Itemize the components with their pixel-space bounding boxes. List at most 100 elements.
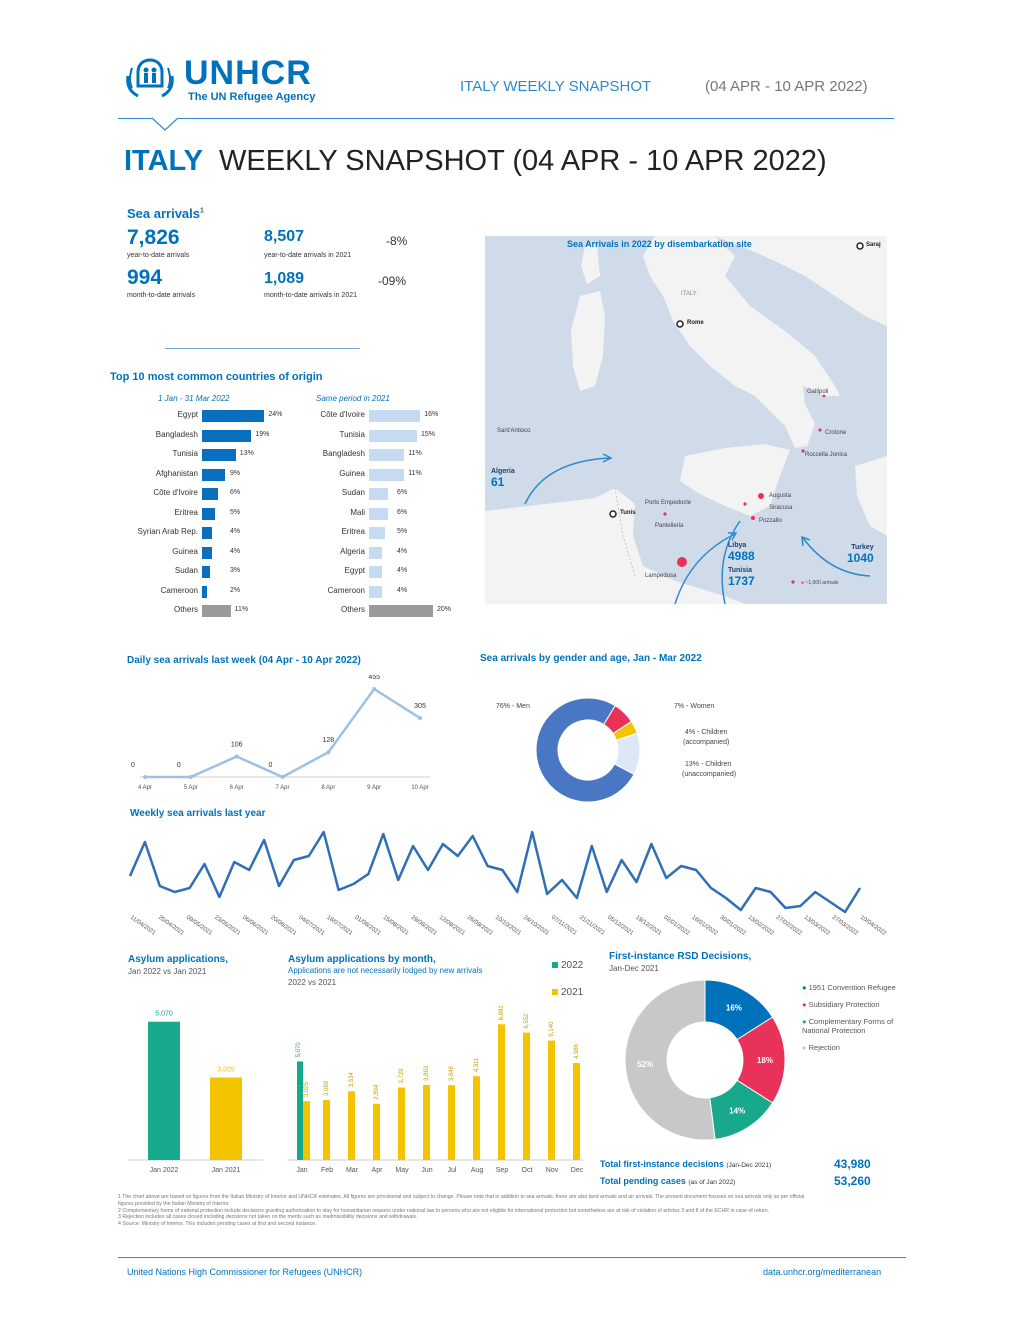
ytd2021-label: year-to-date arrivals in 2021 [264,252,352,259]
footnotes: 1 The chart above are based on figures f… [118,1194,818,1228]
rsd-subtitle: Jan-Dec 2021 [609,964,659,973]
country-bar [369,585,382,598]
rsd-slice [624,979,716,1141]
country-bar [369,605,433,617]
country-row: Afghanistan 9% [110,468,310,483]
country-bar [202,527,213,539]
country-row: Sudan 3% [110,566,310,580]
month-value-label: 3,088 [324,1080,330,1096]
country-bar [369,449,405,461]
logo-text: UNHCR [184,54,312,92]
rsd-total-row: Total first-instance decisions (Jan-Dec … [600,1159,772,1169]
weekly-tick-label: 15/08/2021 [382,915,411,938]
daily-line-chart: 0 4 Apr 0 5 Apr 106 6 Apr 0 7 Apr 128 8 Apr 455 9 A… [131,675,430,791]
arrow-tunisia [721,520,741,604]
country-bar [369,527,385,539]
daily-point [143,775,147,779]
country-bar [202,546,213,559]
arrivals-map: Sea Arrivals in 2022 by disembarkation s… [485,236,887,604]
flow-turkey: Turkey 1040 [847,544,874,565]
country-pct: 15% [421,430,436,438]
country-pct: 11% [408,469,422,477]
mtd2021-label: month-to-date arrivals in 2021 [264,292,357,299]
month-tick-label: Jun [421,1167,432,1174]
daily-tick-label: 8 Apr [321,785,335,791]
daily-value-label: 0 [177,762,181,769]
header-chevron-icon [151,117,179,131]
country-bar [202,507,215,520]
month-value-label: 3,534 [349,1072,355,1088]
unhcr-logo: UNHCR The UN Refugee Agency [122,54,332,106]
ytd-change: -8% [386,234,408,248]
asylum-month-title: Asylum applications by month, [288,954,436,965]
country-label: Mali [350,507,365,517]
asylum-month-subtitle2: 2022 vs 2021 [288,978,337,987]
daily-tick-label: 4 Apr [138,785,152,791]
weekly-tick-label: 29/08/2021 [410,915,439,938]
asylum-bar-chart: 5,070 Jan 2022 3,025 Jan 2021 [128,1011,263,1174]
map-label-augusta: Augusta [769,493,792,499]
country-pct: 11% [408,450,422,457]
map-title: Sea Arrivals in 2022 by disembarkation s… [567,239,752,249]
weekly-tick-label: 19/12/2021 [634,915,663,938]
header-divider [118,118,894,119]
country-pct: 3% [230,567,241,574]
month-tick-label: Apr [372,1167,384,1174]
map-svg [485,236,887,604]
month-value-label: 6,552 [524,1013,530,1029]
country-label: Côte d'Ivoire [320,410,365,419]
flow-libya: Libya 4988 [728,542,755,563]
asylum-value-label: 5,070 [155,1011,173,1018]
asylum-value-label: 3,025 [217,1067,235,1074]
legend-dot-icon: ● [801,580,805,586]
daily-value-label: 305 [414,703,426,710]
weekly-line-chart: 11/04/2021 25/04/2021 09/05/2021 23/05/2021… [128,830,888,938]
map-label-porto-empedocle: Porto Empedocle [645,500,692,506]
country-label: Syrian Arab Rep. [137,527,198,536]
country-bar [202,605,231,617]
month-tick-label: Nov [546,1167,559,1174]
asylum-bar [210,1077,242,1160]
country-label: Tunisia [339,429,366,439]
weekly-tick-label: 23/05/2021 [213,915,242,938]
month-bar-2021 [548,1040,555,1160]
rsd-slice-label: 16% [726,1003,742,1012]
country-row: Bangladesh 19% [110,429,310,444]
weekly-tick-label: 12/09/2021 [438,915,467,938]
mtd2021-value: 1,089 [264,270,305,287]
country-label: Cameroon [160,585,198,595]
weekly-title: Weekly sea arrivals last year [130,808,266,819]
rsd-legend: ● 1951 Convention Refugee ● Subsidiary P… [802,983,897,1052]
month-bar-2021 [303,1101,310,1160]
title-rest: WEEKLY SNAPSHOT (04 APR - 10 APR 2022) [219,145,827,177]
weekly-tick-label: 02/01/2022 [662,915,691,938]
month-value-label: 6,140 [549,1021,555,1037]
country-row: Egypt 24% [110,410,310,424]
country-label: Côte d'Ivoire [153,488,198,497]
map-label-roccella: Roccella Jonica [805,452,848,458]
map-label-sarajevo: Saraj [866,242,881,248]
month-value-label: 5,070 [296,1042,302,1058]
weekly-tick-label: 10/04/2022 [859,915,888,938]
country-bar [202,566,210,578]
map-label-rome: Rome [687,320,704,326]
country-label: Eritrea [341,527,365,536]
top10-right-chart: Côte d'Ivoire 16% Tunisia 15% Bangladesh 11% G… [280,410,470,630]
country-label: Eritrea [174,507,198,517]
mtd-value: 994 [127,266,163,289]
rsd-slice-label: 18% [757,1056,773,1065]
daily-tick-label: 5 Apr [184,785,198,791]
country-pct: 13% [239,450,254,457]
daily-value-label: 128 [322,737,334,744]
map-label-santantioco: Sant'Antioco [497,428,531,434]
month-bar-2021 [348,1091,355,1160]
country-row: Tunisia 15% [280,429,480,444]
map-label-crotone: Crotone [825,430,847,436]
weekly-tick-label: 16/01/2022 [690,915,719,938]
map-label-italy: ITALY [681,291,697,297]
daily-title: Daily sea arrivals last week (04 Apr - 1… [127,655,361,666]
footer-link[interactable]: data.unhcr.org/mediterranean [763,1267,882,1277]
weekly-tick-label: 20/06/2021 [269,915,298,938]
weekly-series-line [128,830,862,914]
country-label: Others [173,605,198,614]
